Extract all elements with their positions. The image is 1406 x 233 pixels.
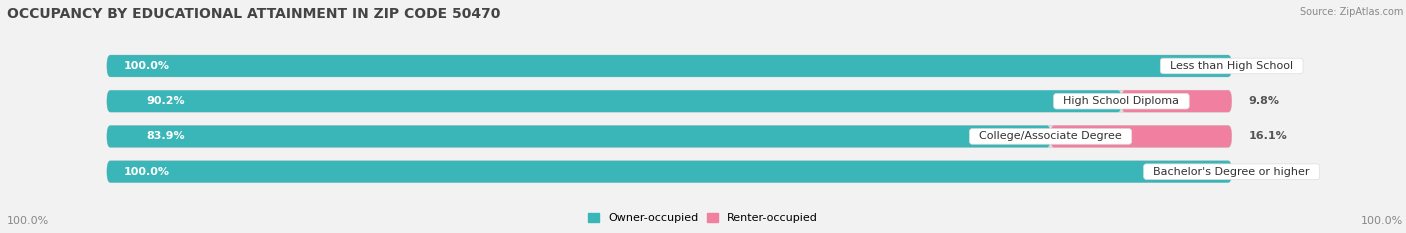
- FancyBboxPatch shape: [107, 90, 1122, 112]
- FancyBboxPatch shape: [107, 161, 1232, 183]
- FancyBboxPatch shape: [1122, 90, 1232, 112]
- Text: 100.0%: 100.0%: [7, 216, 49, 226]
- FancyBboxPatch shape: [1050, 126, 1232, 147]
- FancyBboxPatch shape: [107, 126, 1050, 147]
- Text: 100.0%: 100.0%: [124, 167, 170, 177]
- FancyBboxPatch shape: [107, 126, 1232, 147]
- Text: 16.1%: 16.1%: [1249, 131, 1288, 141]
- Text: 9.8%: 9.8%: [1249, 96, 1279, 106]
- Text: 0.0%: 0.0%: [1249, 167, 1279, 177]
- FancyBboxPatch shape: [107, 55, 1232, 77]
- Text: 0.0%: 0.0%: [1249, 61, 1279, 71]
- Legend: Owner-occupied, Renter-occupied: Owner-occupied, Renter-occupied: [583, 208, 823, 227]
- Text: 83.9%: 83.9%: [146, 131, 184, 141]
- Text: 100.0%: 100.0%: [1361, 216, 1403, 226]
- Text: 90.2%: 90.2%: [146, 96, 184, 106]
- FancyBboxPatch shape: [107, 161, 1232, 183]
- FancyBboxPatch shape: [107, 55, 1232, 77]
- Text: 100.0%: 100.0%: [124, 61, 170, 71]
- Text: High School Diploma: High School Diploma: [1056, 96, 1187, 106]
- Text: Less than High School: Less than High School: [1163, 61, 1301, 71]
- Text: College/Associate Degree: College/Associate Degree: [972, 131, 1129, 141]
- Text: OCCUPANCY BY EDUCATIONAL ATTAINMENT IN ZIP CODE 50470: OCCUPANCY BY EDUCATIONAL ATTAINMENT IN Z…: [7, 7, 501, 21]
- FancyBboxPatch shape: [107, 90, 1232, 112]
- Text: Bachelor's Degree or higher: Bachelor's Degree or higher: [1146, 167, 1317, 177]
- Text: Source: ZipAtlas.com: Source: ZipAtlas.com: [1299, 7, 1403, 17]
